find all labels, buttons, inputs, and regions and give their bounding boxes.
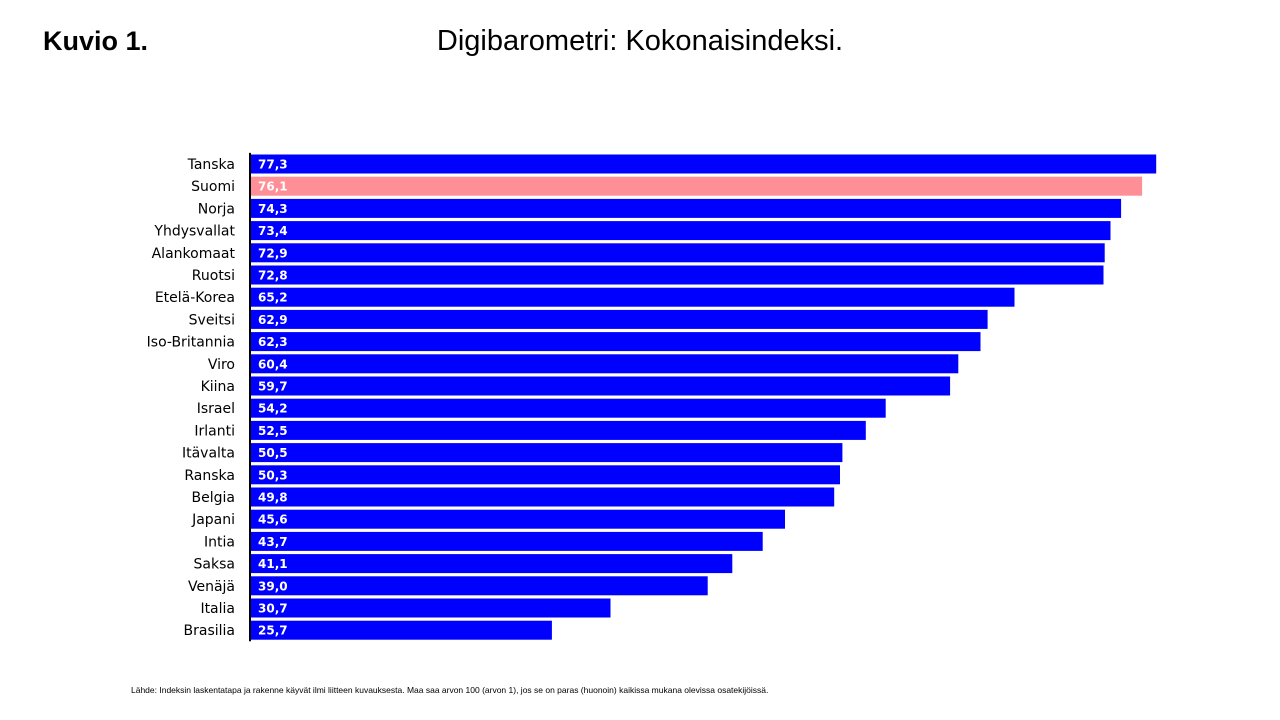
- source-note: Lähde: Indeksin laskentatapa ja rakenne …: [131, 685, 769, 695]
- category-label: Viro: [208, 357, 235, 373]
- bar-suomi: [251, 176, 1143, 196]
- bar-viro: [251, 354, 959, 374]
- value-label: 62,3: [258, 335, 288, 349]
- category-label: Israel: [197, 401, 235, 417]
- value-label: 74,3: [258, 202, 288, 216]
- bar-italia: [251, 598, 611, 618]
- bar-etelä-korea: [251, 287, 1015, 307]
- value-label: 39,0: [258, 579, 288, 593]
- category-label: Itävalta: [182, 446, 235, 462]
- category-label: Sveitsi: [189, 312, 235, 328]
- value-label: 49,8: [258, 491, 288, 505]
- category-label: Alankomaat: [152, 246, 236, 262]
- category-label: Italia: [200, 601, 235, 617]
- bar-belgia: [251, 487, 835, 507]
- value-label: 45,6: [258, 513, 288, 527]
- value-label: 77,3: [258, 158, 288, 172]
- chart-title: Digibarometri: Kokonaisindeksi.: [436, 25, 844, 57]
- value-label: 50,5: [258, 446, 288, 460]
- bar-sveitsi: [251, 309, 988, 329]
- figure-number: Kuvio 1.: [43, 26, 149, 56]
- bar-yhdysvallat: [251, 221, 1111, 241]
- category-label: Iso-Britannia: [147, 335, 235, 351]
- category-label: Ruotsi: [192, 268, 235, 284]
- category-label: Kiina: [201, 379, 235, 395]
- value-label: 54,2: [258, 402, 288, 416]
- value-label: 72,8: [258, 269, 288, 283]
- value-label: 59,7: [258, 380, 288, 394]
- category-label: Suomi: [191, 179, 235, 195]
- value-label: 25,7: [258, 624, 288, 638]
- value-label: 72,9: [258, 246, 288, 260]
- category-label: Brasilia: [184, 623, 235, 639]
- value-label: 50,3: [258, 468, 288, 482]
- category-label: Saksa: [194, 557, 235, 573]
- category-label: Etelä-Korea: [155, 290, 235, 306]
- value-label: 30,7: [258, 602, 288, 616]
- bar-israel: [251, 398, 886, 418]
- category-label: Venäjä: [188, 579, 235, 595]
- bar-itävalta: [251, 443, 843, 463]
- category-label: Japani: [191, 512, 235, 528]
- bar-venäjä: [251, 576, 708, 596]
- value-label: 41,1: [258, 557, 288, 571]
- value-label: 52,5: [258, 424, 288, 438]
- bar-japani: [251, 509, 785, 529]
- bar-iso-britannia: [251, 332, 981, 352]
- value-label: 73,4: [258, 224, 288, 238]
- category-label: Intia: [204, 534, 235, 550]
- category-label: Norja: [198, 201, 235, 217]
- category-label: Belgia: [192, 490, 235, 506]
- value-label: 60,4: [258, 357, 288, 371]
- category-label: Ranska: [184, 468, 235, 484]
- bar-tanska: [251, 154, 1157, 174]
- bar-irlanti: [251, 420, 866, 440]
- bar-alankomaat: [251, 243, 1105, 263]
- value-label: 43,7: [258, 535, 288, 549]
- bar-ranska: [251, 465, 840, 485]
- bar-kiina: [251, 376, 951, 396]
- category-label: Tanska: [187, 157, 235, 173]
- bar-brasilia: [251, 620, 552, 640]
- bar-intia: [251, 531, 763, 551]
- value-label: 62,9: [258, 313, 288, 327]
- bar-ruotsi: [251, 265, 1104, 285]
- category-label: Yhdysvallat: [153, 224, 235, 240]
- bar-norja: [251, 198, 1122, 218]
- value-label: 76,1: [258, 180, 288, 194]
- bar-saksa: [251, 554, 733, 574]
- category-label: Irlanti: [194, 423, 235, 439]
- value-label: 65,2: [258, 291, 288, 305]
